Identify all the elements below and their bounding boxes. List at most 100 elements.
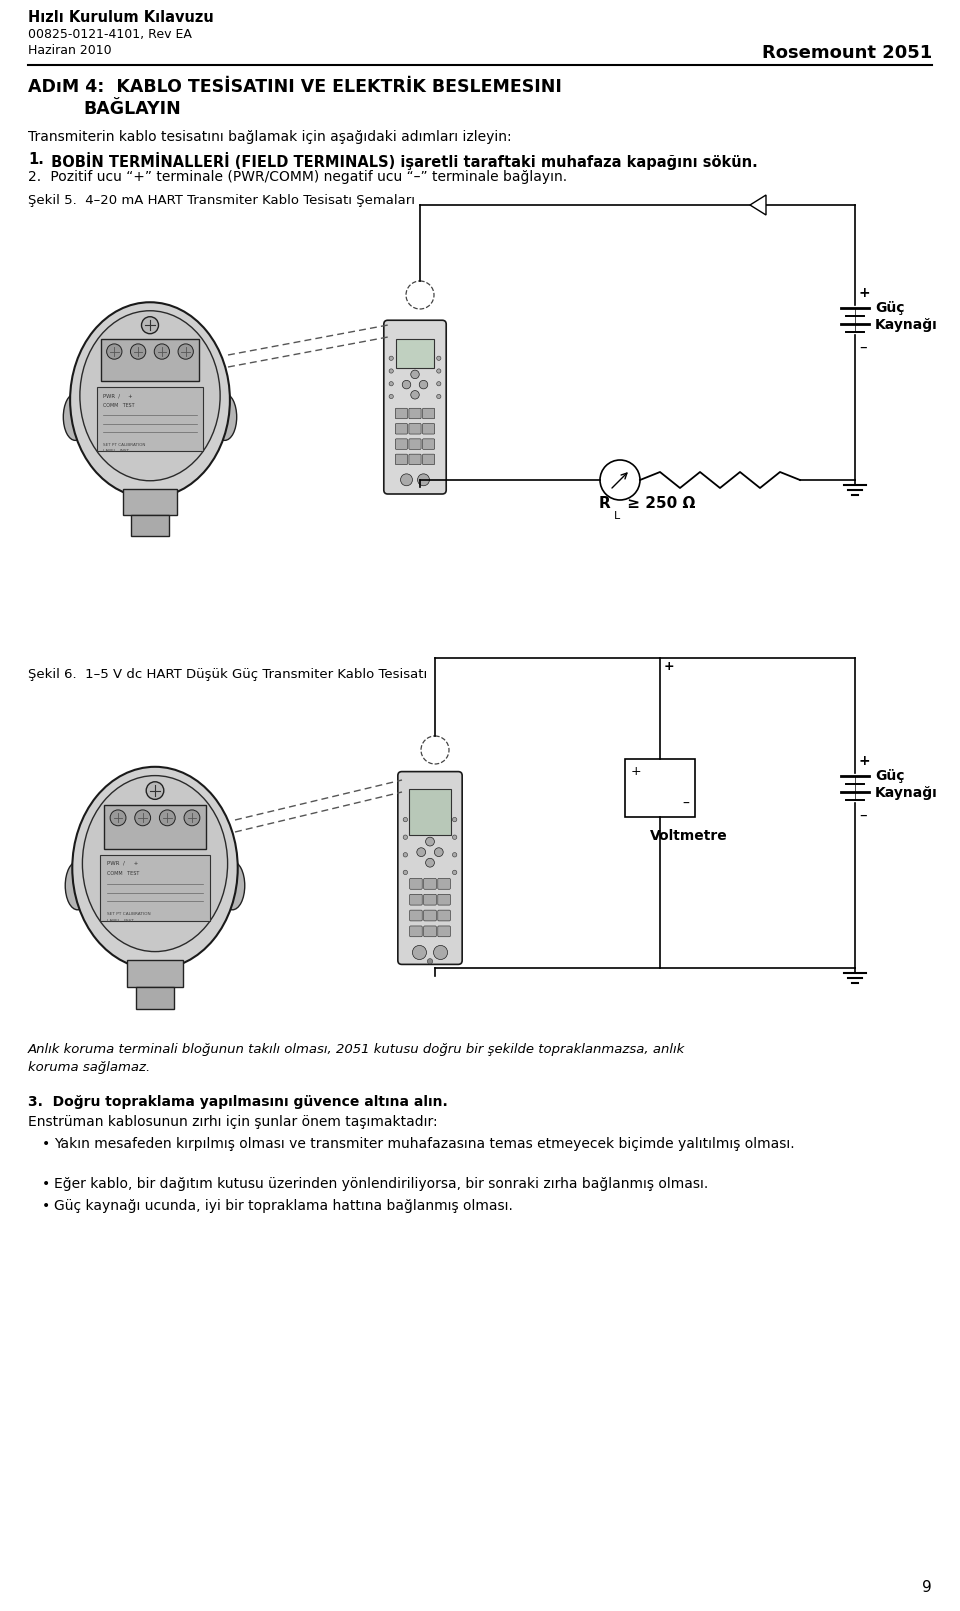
Circle shape xyxy=(178,343,193,359)
Circle shape xyxy=(400,474,413,487)
Circle shape xyxy=(134,810,151,826)
FancyBboxPatch shape xyxy=(438,926,450,936)
Circle shape xyxy=(411,390,420,400)
Circle shape xyxy=(437,356,441,361)
Text: COMM   TEST: COMM TEST xyxy=(104,403,134,408)
Circle shape xyxy=(403,870,408,875)
Text: Eğer kablo, bir dağıtım kutusu üzerinden yönlendiriliyorsa, bir sonraki zırha ba: Eğer kablo, bir dağıtım kutusu üzerinden… xyxy=(54,1178,708,1191)
Text: Yakın mesafeden kırpılmış olması ve transmiter muhafazasına temas etmeyecek biçi: Yakın mesafeden kırpılmış olması ve tran… xyxy=(54,1137,795,1150)
Text: +: + xyxy=(631,765,641,778)
Circle shape xyxy=(110,810,126,826)
Text: PWR  /     +: PWR / + xyxy=(107,860,138,867)
Text: Hızlı Kurulum Kılavuzu: Hızlı Kurulum Kılavuzu xyxy=(28,10,214,26)
FancyBboxPatch shape xyxy=(396,408,407,419)
FancyBboxPatch shape xyxy=(409,408,421,419)
FancyBboxPatch shape xyxy=(422,438,435,449)
Text: Anlık koruma terminali bloğunun takılı olması, 2051 kutusu doğru bir şekilde top: Anlık koruma terminali bloğunun takılı o… xyxy=(28,1042,685,1075)
Text: LABEL   INST: LABEL INST xyxy=(104,449,130,453)
Text: 3.  Doğru topraklama yapılmasını güvence altına alın.: 3. Doğru topraklama yapılmasını güvence … xyxy=(28,1095,447,1108)
Text: Güç: Güç xyxy=(875,768,904,783)
Circle shape xyxy=(600,461,640,499)
Text: Kaynağı: Kaynağı xyxy=(875,786,938,801)
Text: SET PT CALIBRATION: SET PT CALIBRATION xyxy=(107,912,150,917)
Text: +: + xyxy=(859,287,871,300)
FancyBboxPatch shape xyxy=(409,454,421,464)
FancyBboxPatch shape xyxy=(104,804,206,849)
Text: COMM   TEST: COMM TEST xyxy=(107,870,139,876)
Circle shape xyxy=(402,380,411,388)
Circle shape xyxy=(434,946,447,960)
Text: BOBİN TERMİNALLERİ (FIELD TERMINALS) işaretli taraftaki muhafaza kapağını sökün.: BOBİN TERMİNALLERİ (FIELD TERMINALS) işa… xyxy=(46,151,757,171)
Circle shape xyxy=(131,343,146,359)
FancyBboxPatch shape xyxy=(422,454,435,464)
Text: –: – xyxy=(859,809,867,823)
FancyBboxPatch shape xyxy=(422,424,435,433)
Circle shape xyxy=(184,810,200,826)
Text: ≥ 250 Ω: ≥ 250 Ω xyxy=(622,496,695,511)
FancyBboxPatch shape xyxy=(625,759,695,817)
Circle shape xyxy=(403,852,408,857)
FancyBboxPatch shape xyxy=(423,878,436,889)
Circle shape xyxy=(452,834,457,839)
Text: +: + xyxy=(859,754,871,768)
FancyBboxPatch shape xyxy=(422,408,435,419)
Circle shape xyxy=(434,847,444,857)
Text: ADıM 4:  KABLO TESİSATINI VE ELEKTRİK BESLEMESINI: ADıM 4: KABLO TESİSATINI VE ELEKTRİK BES… xyxy=(28,77,562,97)
FancyBboxPatch shape xyxy=(410,878,422,889)
FancyBboxPatch shape xyxy=(101,338,200,382)
Circle shape xyxy=(452,817,457,822)
FancyBboxPatch shape xyxy=(410,926,422,936)
FancyBboxPatch shape xyxy=(127,960,183,988)
Circle shape xyxy=(389,382,394,387)
Circle shape xyxy=(403,817,408,822)
Text: Şekil 5.  4–20 mA HART Transmiter Kablo Tesisatı Şemaları: Şekil 5. 4–20 mA HART Transmiter Kablo T… xyxy=(28,193,415,206)
Circle shape xyxy=(107,343,122,359)
Text: 2.: 2. xyxy=(28,171,41,184)
Circle shape xyxy=(420,380,428,388)
FancyBboxPatch shape xyxy=(438,910,450,921)
Text: +: + xyxy=(664,661,675,673)
FancyBboxPatch shape xyxy=(123,490,178,516)
Text: SET PT CALIBRATION: SET PT CALIBRATION xyxy=(104,443,146,446)
FancyBboxPatch shape xyxy=(397,772,462,965)
Text: L: L xyxy=(614,511,620,520)
Text: Güç: Güç xyxy=(875,301,904,316)
Circle shape xyxy=(421,736,449,764)
Text: PWR  /     +: PWR / + xyxy=(104,393,132,398)
Circle shape xyxy=(437,395,441,398)
Text: Güç kaynağı ucunda, iyi bir topraklama hattına bağlanmış olması.: Güç kaynağı ucunda, iyi bir topraklama h… xyxy=(54,1199,513,1213)
FancyBboxPatch shape xyxy=(438,894,450,905)
Text: •: • xyxy=(42,1199,50,1213)
FancyBboxPatch shape xyxy=(396,454,407,464)
Ellipse shape xyxy=(63,393,87,440)
Circle shape xyxy=(452,852,457,857)
Circle shape xyxy=(425,838,434,846)
Circle shape xyxy=(389,395,394,398)
Circle shape xyxy=(403,834,408,839)
Text: Enstrüman kablosunun zırhı için şunlar önem taşımaktadır:: Enstrüman kablosunun zırhı için şunlar ö… xyxy=(28,1115,438,1129)
FancyBboxPatch shape xyxy=(384,321,446,495)
Ellipse shape xyxy=(220,862,245,910)
Circle shape xyxy=(159,810,176,826)
Ellipse shape xyxy=(213,393,237,440)
Circle shape xyxy=(389,356,394,361)
FancyBboxPatch shape xyxy=(409,424,421,433)
FancyBboxPatch shape xyxy=(410,910,422,921)
Text: •: • xyxy=(42,1178,50,1191)
Circle shape xyxy=(425,859,434,867)
Text: •: • xyxy=(42,1137,50,1150)
Circle shape xyxy=(417,847,425,857)
Text: –: – xyxy=(859,340,867,354)
FancyBboxPatch shape xyxy=(423,910,436,921)
FancyBboxPatch shape xyxy=(409,438,421,449)
Text: R: R xyxy=(599,496,611,511)
Circle shape xyxy=(452,870,457,875)
Text: 00825-0121-4101, Rev EA: 00825-0121-4101, Rev EA xyxy=(28,27,192,40)
Ellipse shape xyxy=(65,862,90,910)
Text: BAĞLAYIN: BAĞLAYIN xyxy=(83,100,180,118)
FancyBboxPatch shape xyxy=(396,338,434,369)
Text: Transmiterin kablo tesisatını bağlamak için aşağıdaki adımları izleyin:: Transmiterin kablo tesisatını bağlamak i… xyxy=(28,130,512,143)
FancyBboxPatch shape xyxy=(410,894,422,905)
Circle shape xyxy=(406,280,434,309)
Text: Rosemount 2051: Rosemount 2051 xyxy=(761,43,932,61)
